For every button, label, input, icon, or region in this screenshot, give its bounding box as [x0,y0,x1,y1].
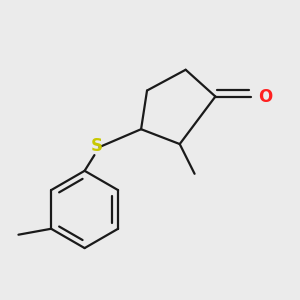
Text: S: S [91,137,103,155]
Text: O: O [259,88,273,106]
